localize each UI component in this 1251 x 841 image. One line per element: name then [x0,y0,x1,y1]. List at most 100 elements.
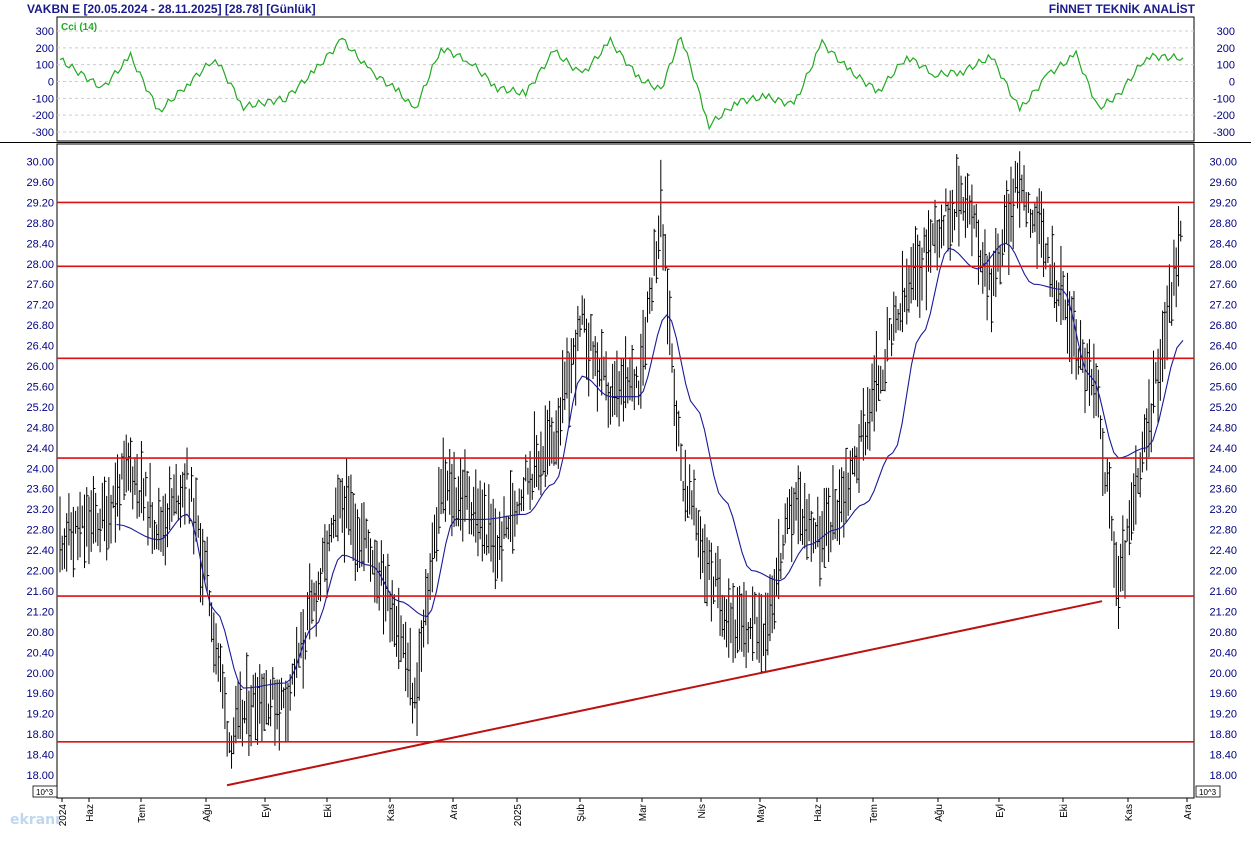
price-bar [186,447,190,480]
price-bar [616,350,619,418]
price-bar [1171,282,1174,326]
price-bar [257,676,260,745]
price-bar [823,487,827,568]
price-bar [990,268,994,333]
price-bar [958,165,961,247]
x-axis-label: May [756,804,767,823]
price-bar [910,246,914,304]
price-bar [741,593,744,652]
x-axis-label: Ağu [934,804,945,822]
price-bar [865,421,868,456]
price-bar [237,679,241,739]
price-bar [1032,209,1035,233]
price-bar [869,388,872,451]
price-bar [197,515,201,538]
price-bar [184,463,187,525]
price-bar [843,471,846,538]
price-bar [1111,515,1114,541]
price-bar [393,594,397,647]
price-tick-left: 23.60 [26,484,54,496]
price-bar [337,474,340,542]
price-bar [171,488,174,522]
price-bar [444,459,448,522]
price-bar [836,499,840,542]
price-bar [795,482,799,521]
price-bar [283,687,286,709]
price-bar [838,469,842,545]
price-bar [1120,543,1123,592]
price-bar [494,508,498,590]
price-bar [653,228,657,276]
price-bar [693,469,697,526]
price-bar [374,539,377,603]
price-bar [1014,160,1018,193]
price-bar [938,219,942,258]
price-bar [1045,243,1048,270]
price-bar [1109,461,1112,529]
price-bar [618,371,622,427]
price-bar [333,514,336,539]
price-bar [483,482,487,554]
price-bar [523,477,526,511]
price-bar [1071,296,1074,375]
price-bar [211,602,214,643]
price-bar [90,490,94,552]
price-bar [932,223,935,246]
price-bar [59,496,62,573]
price-bar [213,612,216,673]
x-axis-label: Ara [1183,804,1194,820]
price-bar [817,496,820,548]
price-tick-right: 18.80 [1209,729,1237,741]
price-bar [436,507,439,562]
price-bar [723,595,727,640]
price-bar [901,250,905,333]
price-bar [682,481,686,502]
price-bar [977,219,981,285]
price-bar [134,457,137,495]
price-bar [847,472,851,516]
price-bar [782,534,786,560]
x-axis-label: Kas [1124,804,1135,821]
price-bar [852,448,855,475]
price-bar [614,361,617,416]
price-bar [904,287,907,313]
price-bar [1086,343,1090,391]
price-bar [715,552,718,587]
price-tick-right: 23.20 [1209,504,1237,516]
price-bar [348,476,351,536]
price-bar [1166,285,1170,361]
price-tick-left: 28.80 [26,218,54,230]
price-bar [572,338,576,365]
cci-tick-left: 100 [36,60,54,72]
price-tick-left: 18.80 [26,729,54,741]
price-bar [860,410,864,442]
price-bar [895,295,898,333]
price-bar [241,699,245,747]
price-bar [945,188,948,212]
price-bar [971,184,974,257]
price-bar [888,318,892,341]
price-bar [583,298,587,333]
price-tick-left: 18.00 [26,770,54,782]
price-bar [867,387,870,450]
cci-label: Cci (14) [61,22,97,33]
price-tick-left: 21.20 [26,606,54,618]
price-bar [570,338,574,394]
price-bar [75,510,78,534]
price-bar [799,471,803,542]
price-tick-right: 20.00 [1209,668,1237,680]
x-axis-label: Haz [813,804,824,822]
price-bar [629,357,632,401]
price-bar [897,308,901,331]
price-bar [420,620,424,672]
price-bar [906,258,909,325]
price-bar [199,523,203,603]
price-bar [486,534,489,556]
price-bar [982,242,985,294]
price-bar [1148,379,1151,458]
price-bar [553,431,556,466]
price-bar [669,290,672,356]
price-bar [409,627,413,706]
